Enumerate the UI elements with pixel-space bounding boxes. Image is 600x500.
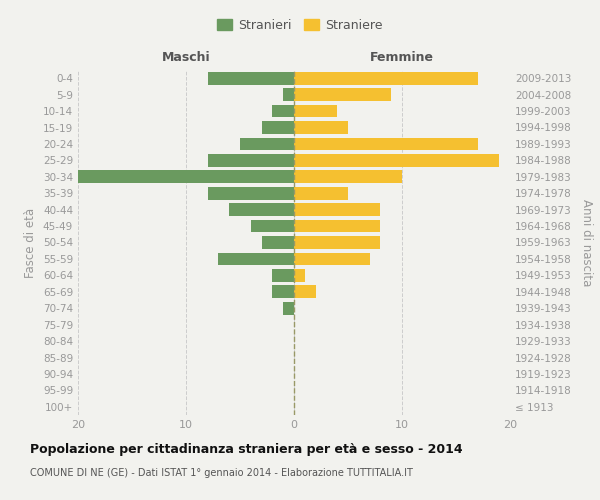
Bar bbox=[218, 252, 294, 266]
Bar bbox=[294, 236, 380, 249]
Bar bbox=[272, 286, 294, 298]
Bar bbox=[240, 138, 294, 150]
Bar bbox=[294, 88, 391, 101]
Legend: Stranieri, Straniere: Stranieri, Straniere bbox=[212, 14, 388, 37]
Text: Maschi: Maschi bbox=[161, 51, 211, 64]
Bar bbox=[251, 220, 294, 232]
Y-axis label: Fasce di età: Fasce di età bbox=[25, 208, 37, 278]
Y-axis label: Anni di nascita: Anni di nascita bbox=[580, 199, 593, 286]
Bar bbox=[208, 187, 294, 200]
Bar bbox=[294, 286, 316, 298]
Bar bbox=[272, 104, 294, 118]
Text: Femmine: Femmine bbox=[370, 51, 434, 64]
Bar bbox=[229, 203, 294, 216]
Bar bbox=[208, 154, 294, 167]
Bar bbox=[272, 269, 294, 282]
Bar bbox=[283, 88, 294, 101]
Bar bbox=[294, 121, 348, 134]
Bar bbox=[294, 187, 348, 200]
Bar bbox=[294, 220, 380, 232]
Text: Popolazione per cittadinanza straniera per età e sesso - 2014: Popolazione per cittadinanza straniera p… bbox=[30, 442, 463, 456]
Bar bbox=[294, 154, 499, 167]
Bar bbox=[262, 121, 294, 134]
Bar bbox=[294, 170, 402, 183]
Bar bbox=[294, 138, 478, 150]
Bar bbox=[294, 252, 370, 266]
Bar bbox=[294, 104, 337, 118]
Text: COMUNE DI NE (GE) - Dati ISTAT 1° gennaio 2014 - Elaborazione TUTTITALIA.IT: COMUNE DI NE (GE) - Dati ISTAT 1° gennai… bbox=[30, 468, 413, 477]
Bar bbox=[294, 269, 305, 282]
Bar bbox=[78, 170, 294, 183]
Bar bbox=[283, 302, 294, 314]
Bar bbox=[208, 72, 294, 85]
Bar bbox=[294, 72, 478, 85]
Bar bbox=[294, 203, 380, 216]
Bar bbox=[262, 236, 294, 249]
